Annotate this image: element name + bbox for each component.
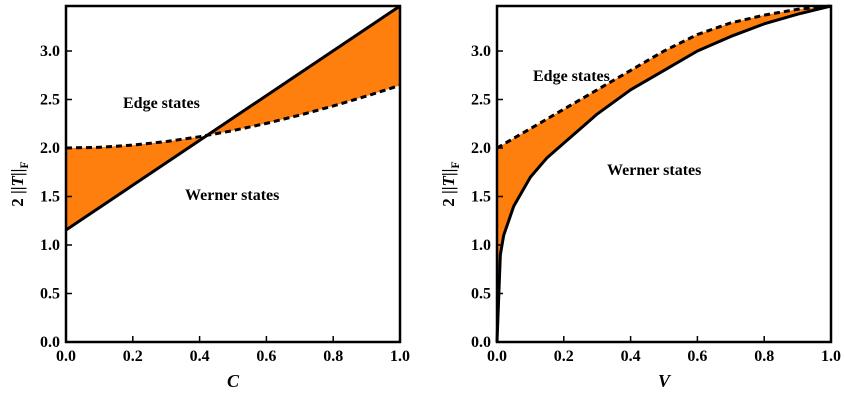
plot-frame bbox=[495, 4, 833, 344]
y-tick-label: 0.0 bbox=[40, 334, 60, 351]
x-tick-label: 0.0 bbox=[56, 348, 76, 365]
y-tick-label: 1.0 bbox=[40, 237, 60, 254]
plot-frame bbox=[64, 4, 402, 344]
y-tick-label: 2.0 bbox=[471, 140, 491, 157]
x-tick-label: 0.8 bbox=[754, 348, 774, 365]
annotation-werner-states: Werner states bbox=[185, 187, 279, 204]
x-tick-label: 0.8 bbox=[323, 348, 343, 365]
x-tick-label: 0.0 bbox=[487, 348, 507, 365]
x-axis-label: V bbox=[658, 371, 672, 391]
x-tick-label: 0.6 bbox=[687, 348, 707, 365]
x-tick-label: 0.2 bbox=[123, 348, 143, 365]
annotation-edge-states: Edge states bbox=[533, 68, 610, 85]
series-werner-line bbox=[495, 4, 832, 343]
y-tick-label: 1.5 bbox=[471, 189, 491, 206]
chart-panel-1: 0.0 0.2 0.4 0.6 0.8 1.0 0.0 0.5 1.0 1.5 2.0 2.5 3.0 C… bbox=[8, 4, 410, 391]
x-tick-label: 0.4 bbox=[621, 348, 641, 365]
y-axis-label: 2 ||T||F bbox=[439, 161, 462, 206]
y-tick-label: 0.5 bbox=[40, 286, 60, 303]
x-tick-label: 1.0 bbox=[390, 348, 410, 365]
y-tick-label: 3.0 bbox=[40, 43, 60, 60]
y-tick-label: 3.0 bbox=[471, 43, 491, 60]
y-tick-label: 2.0 bbox=[40, 140, 60, 157]
y-tick-label: 0.5 bbox=[471, 286, 491, 303]
y-tick-label: 1.0 bbox=[471, 237, 491, 254]
y-tick-label: 2.5 bbox=[40, 92, 60, 109]
annotation-edge-states: Edge states bbox=[123, 95, 200, 112]
series-edge-line bbox=[496, 4, 832, 150]
y-tick-label: 0.0 bbox=[471, 334, 491, 351]
chart-panel-2: 0.0 0.2 0.4 0.6 0.8 1.0 0.0 0.5 1.0 1.5 2.0 2.5 3.0 V… bbox=[439, 4, 841, 391]
x-tick-label: 0.6 bbox=[256, 348, 276, 365]
x-tick-label: 0.2 bbox=[554, 348, 574, 365]
x-tick-label: 1.0 bbox=[821, 348, 841, 365]
y-axis-label: 2 ||T||F bbox=[8, 161, 31, 206]
series-edge-line bbox=[65, 83, 401, 150]
y-tick-label: 1.5 bbox=[40, 189, 60, 206]
annotation-werner-states: Werner states bbox=[607, 162, 701, 179]
series-werner-line bbox=[65, 4, 401, 232]
y-tick-label: 2.5 bbox=[471, 92, 491, 109]
x-tick-label: 0.4 bbox=[190, 348, 210, 365]
x-axis-label: C bbox=[227, 371, 240, 391]
